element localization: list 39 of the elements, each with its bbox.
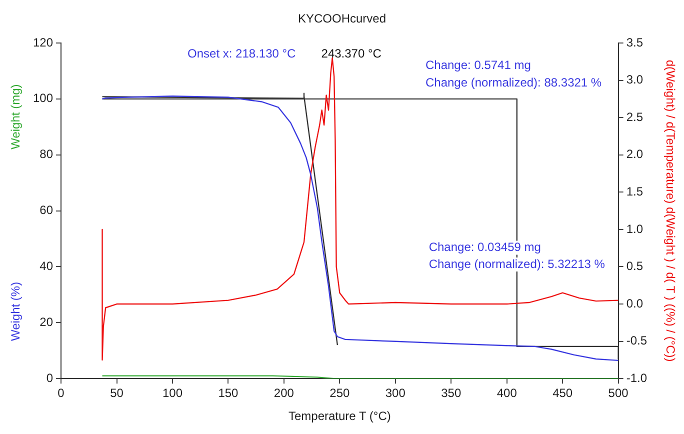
y2-tick-label: 1.5 bbox=[626, 184, 644, 198]
x-tick-label: 150 bbox=[218, 386, 239, 400]
x-tick-label: 400 bbox=[496, 386, 518, 400]
y2-tick-label: 0.0 bbox=[626, 296, 644, 310]
y2-tick-label: 2.5 bbox=[626, 110, 644, 124]
y-tick-label: 100 bbox=[32, 91, 54, 106]
annotation: Change: 0.5741 mg bbox=[425, 58, 531, 72]
x-tick-label: 0 bbox=[58, 386, 65, 400]
y2-axis-title: d(Weight) / d(Temperature) d(Weight ) / d( T ) ((%) / (°C)) bbox=[664, 60, 678, 362]
y-tick-label: 0 bbox=[46, 370, 54, 385]
annotation: Onset x: 218.130 °C bbox=[188, 46, 296, 60]
y-tick-label: 80 bbox=[40, 147, 54, 162]
x-tick-label: 500 bbox=[608, 386, 629, 400]
x-tick-label: 200 bbox=[274, 386, 294, 400]
y-tick-label: 60 bbox=[40, 203, 54, 218]
x-tick-label: 450 bbox=[552, 386, 573, 400]
x-tick-label: 350 bbox=[441, 386, 462, 400]
y2-tick-label: 1.0 bbox=[626, 222, 644, 236]
y-axis-title: Weight (%) bbox=[8, 282, 22, 342]
text: Weight (mg) bbox=[8, 84, 22, 150]
y2-tick-label: -0.5 bbox=[626, 334, 648, 348]
y2-tick-label: 3.5 bbox=[626, 35, 644, 50]
y2-tick-label: 3.0 bbox=[626, 72, 644, 87]
y2-tick-label: -1.0 bbox=[626, 370, 648, 385]
x-tick-label: 50 bbox=[110, 386, 124, 400]
annotation: Change (normalized): 5.32213 % bbox=[428, 256, 606, 271]
y2-tick-label: 0.5 bbox=[626, 259, 644, 274]
y2-tick-label: 2.0 bbox=[626, 147, 644, 162]
y-tick-label: 40 bbox=[40, 259, 54, 274]
x-tick-label: 300 bbox=[385, 386, 406, 400]
chart-title: KYCOOHcurved bbox=[298, 11, 386, 26]
annotation: Change: 0.03459 mg bbox=[428, 240, 541, 254]
annotation: 243.370 °C bbox=[321, 46, 382, 60]
y-tick-label: 120 bbox=[32, 35, 54, 50]
annotation: Change (normalized): 88.3321 % bbox=[425, 76, 602, 90]
x-tick-label: 100 bbox=[162, 386, 183, 400]
x-axis-title: Temperature T (°C) bbox=[288, 408, 391, 423]
y-tick-label: 20 bbox=[40, 314, 54, 329]
x-tick-label: 250 bbox=[330, 386, 350, 400]
